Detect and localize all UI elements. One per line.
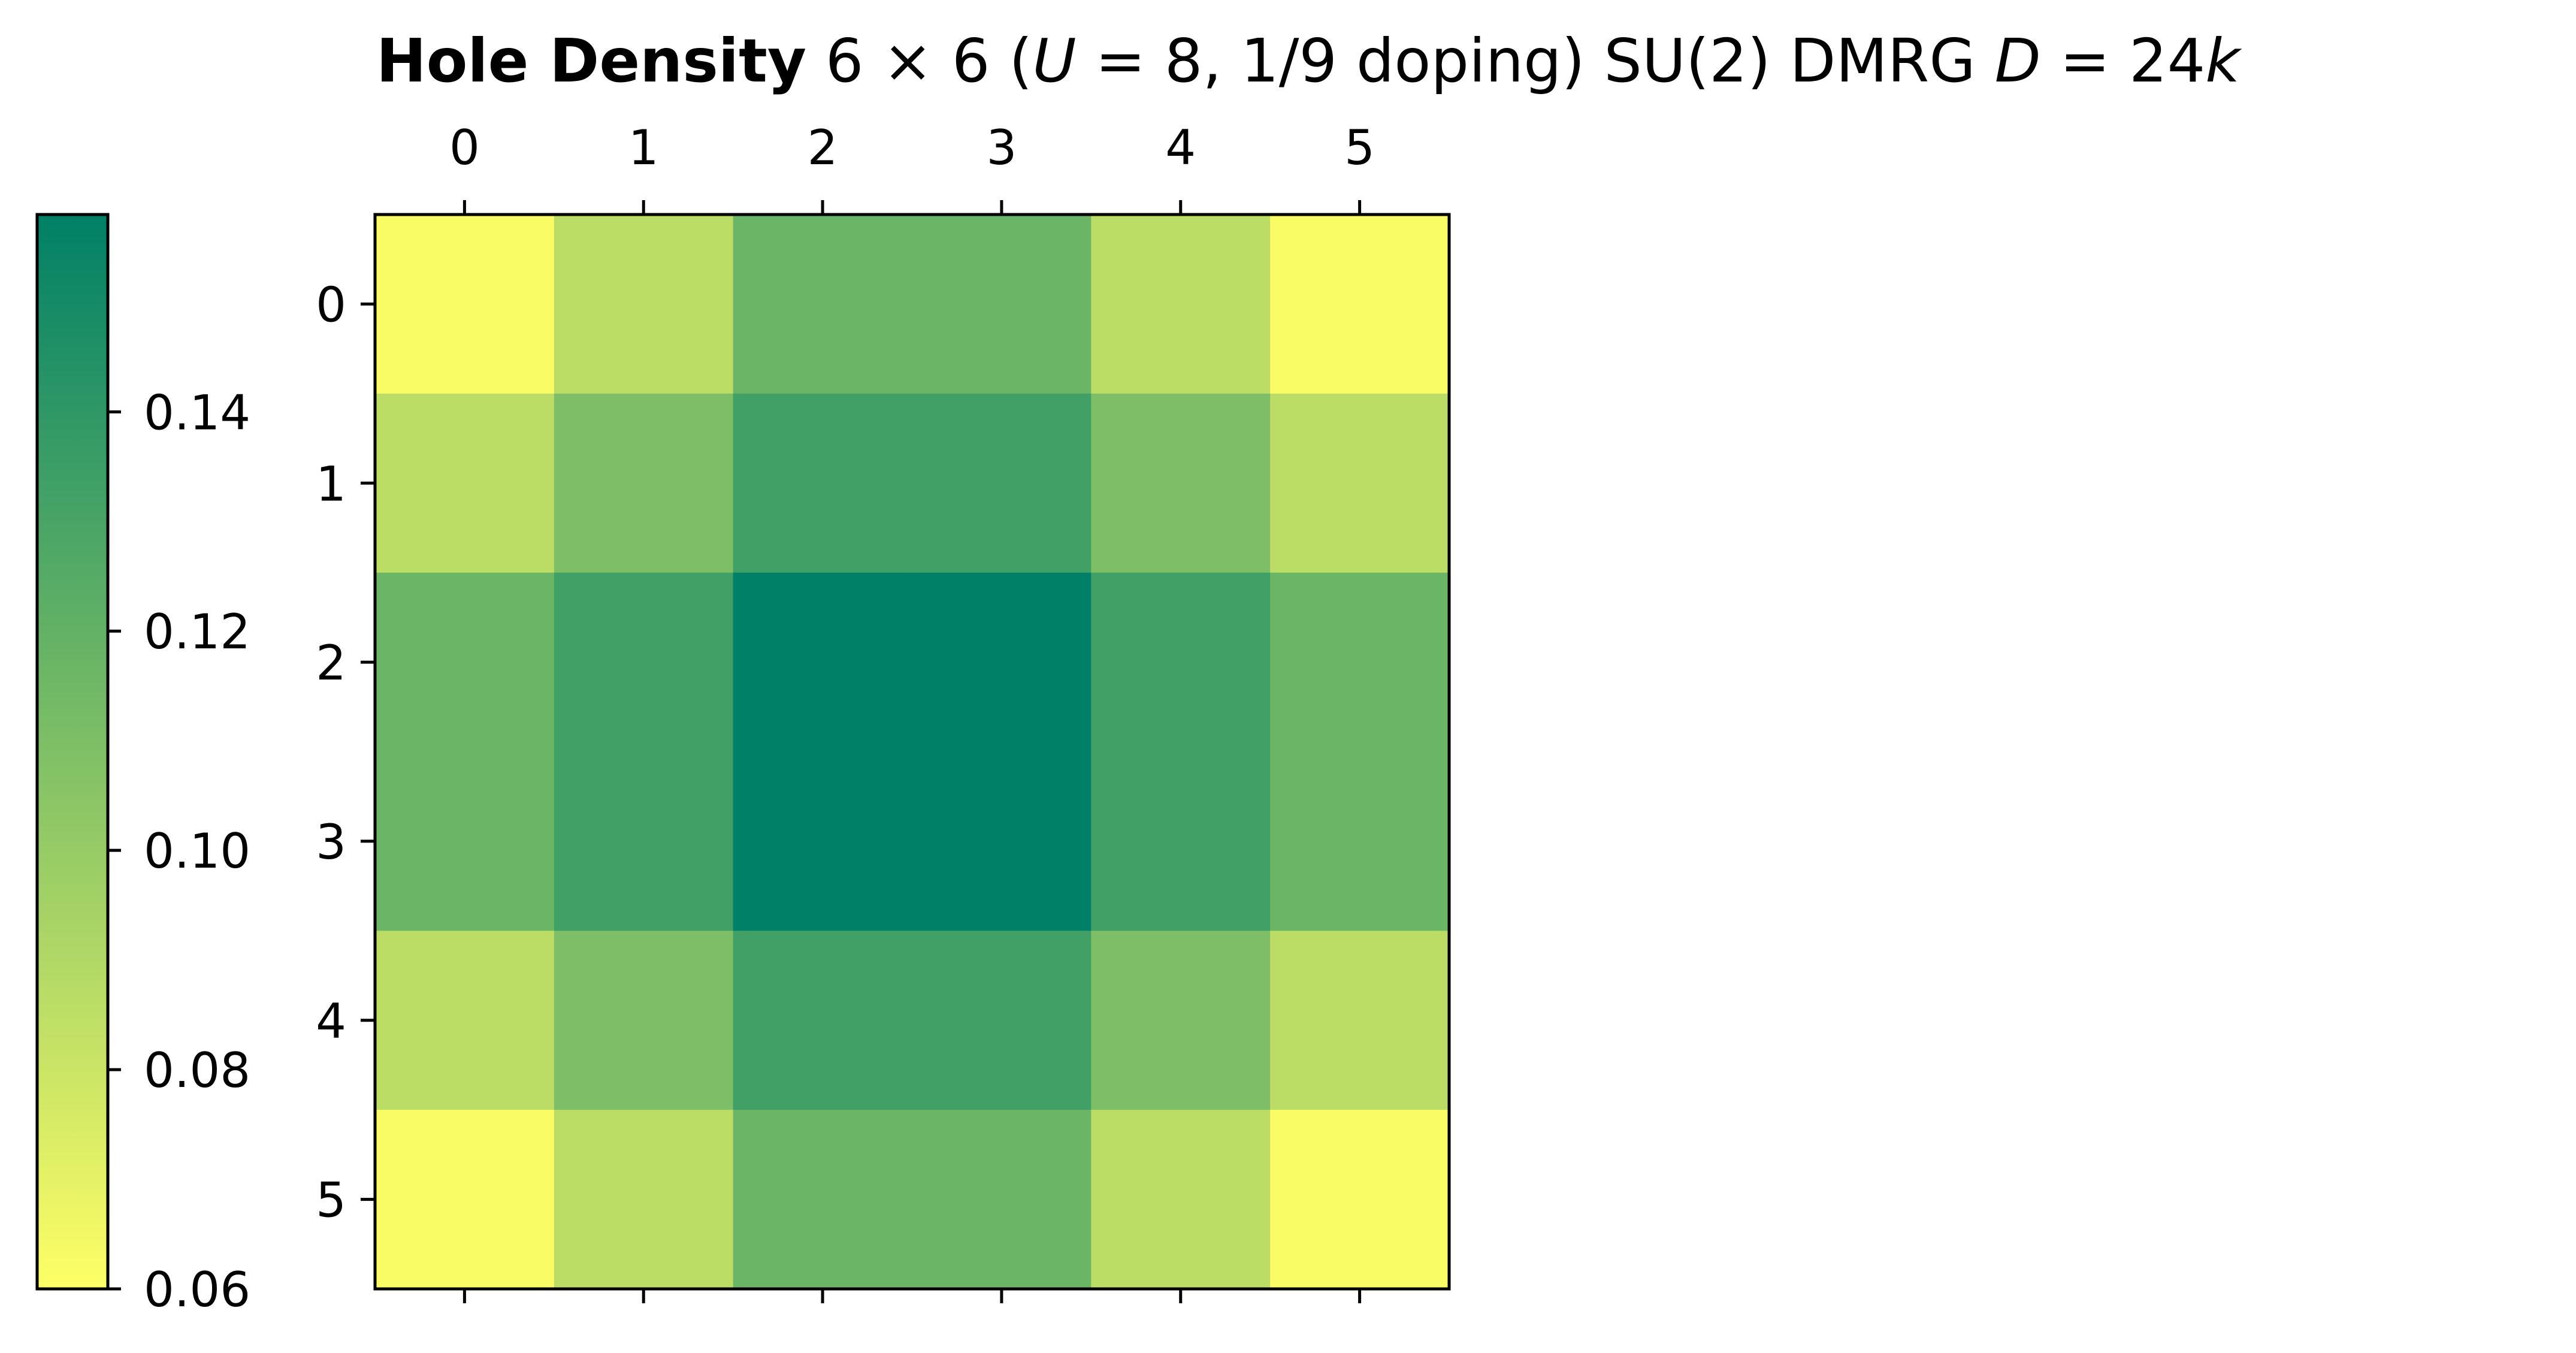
x-tick-label: 5: [1344, 120, 1375, 176]
y-tick-label: 3: [316, 814, 346, 870]
heatmap-cell-0-4: [1091, 215, 1271, 394]
heatmap-cell-4-3: [912, 931, 1092, 1110]
heatmap-cell-4-4: [1091, 931, 1271, 1110]
colorbar-tick-label: 0.10: [144, 823, 250, 879]
y-tick-label: 4: [316, 993, 346, 1049]
title-method: SU(2) DMRG: [1604, 26, 1975, 96]
title-params-mid: = 8, 1/9 doping): [1077, 26, 1585, 96]
title-k: k: [2205, 26, 2242, 96]
heatmap-cell-4-0: [375, 931, 555, 1110]
title-bond-dim: = 24: [2041, 26, 2206, 96]
y-tick-label: 0: [316, 277, 346, 333]
colorbar-gradient: [35, 213, 110, 1291]
heatmap-cell-3-2: [733, 751, 913, 931]
heatmap-cell-4-2: [733, 931, 913, 1110]
heatmap-cell-2-5: [1270, 572, 1450, 753]
title-D: D: [1995, 26, 2041, 96]
heatmap-cell-2-0: [375, 572, 555, 753]
plot-frame: [373, 213, 1451, 1291]
heatmap-cell-1-1: [554, 393, 734, 573]
heatmap-cell-3-5: [1270, 751, 1450, 931]
heatmap-cell-3-4: [1091, 751, 1271, 931]
colorbar-tick-label: 0.06: [144, 1262, 250, 1318]
heatmap-cell-0-2: [733, 215, 913, 394]
colorbar: 0.06 0.08 0.10 0.12 0.14: [35, 213, 250, 1318]
heatmap-cell-5-1: [554, 1110, 734, 1289]
title-size: 6 × 6: [826, 26, 990, 96]
heatmap-cell-2-1: [554, 572, 734, 753]
heatmap-cell-4-5: [1270, 931, 1450, 1110]
heatmap-cell-1-0: [375, 393, 555, 573]
x-tick-label: 4: [1165, 120, 1196, 176]
x-tick-label: 3: [986, 120, 1017, 176]
title-U: U: [1032, 26, 1076, 96]
heatmap-cell-5-0: [375, 1110, 555, 1289]
heatmap-cell-1-3: [912, 393, 1092, 573]
heatmap-cell-3-3: [912, 751, 1092, 931]
heatmap-cell-3-0: [375, 751, 555, 931]
x-tick-label: 0: [449, 120, 480, 176]
heatmap-cell-1-4: [1091, 393, 1271, 573]
chart-title: Hole Density 6 × 6 (U = 8, 1/9 doping) S…: [376, 26, 2242, 96]
heatmap-cell-2-2: [733, 572, 913, 753]
heatmap-cell-1-5: [1270, 393, 1450, 573]
title-params-open: (: [1009, 26, 1032, 96]
heatmap-cell-0-0: [375, 215, 555, 394]
heatmap-cell-2-4: [1091, 572, 1271, 753]
colorbar-tick-label: 0.12: [144, 604, 250, 660]
colorbar-tick-label: 0.08: [144, 1043, 250, 1098]
x-tick-label: 1: [628, 120, 659, 176]
heatmap-cell-2-3: [912, 572, 1092, 753]
y-tick-label: 2: [316, 635, 346, 691]
y-tick-label: 5: [316, 1173, 346, 1228]
colorbar-tick-label: 0.14: [144, 385, 250, 440]
heatmap-cell-3-1: [554, 751, 734, 931]
x-tick-label: 2: [808, 120, 838, 176]
heatmap-cell-5-5: [1270, 1110, 1450, 1289]
heatmap-cell-0-3: [912, 215, 1092, 394]
heatmap-cell-5-2: [733, 1110, 913, 1289]
title-bold: Hole Density: [376, 26, 806, 96]
heatmap-cell-5-3: [912, 1110, 1092, 1289]
heatmap-cell-0-1: [554, 215, 734, 394]
y-tick-label: 1: [316, 456, 346, 512]
heatmap-cell-0-5: [1270, 215, 1450, 394]
heatmap: 0 1 2 3 4 5 0 1 2 3 4 5: [316, 120, 1451, 1303]
heatmap-cell-4-1: [554, 931, 734, 1110]
heatmap-cell-5-4: [1091, 1110, 1271, 1289]
heatmap-cell-1-2: [733, 393, 913, 573]
